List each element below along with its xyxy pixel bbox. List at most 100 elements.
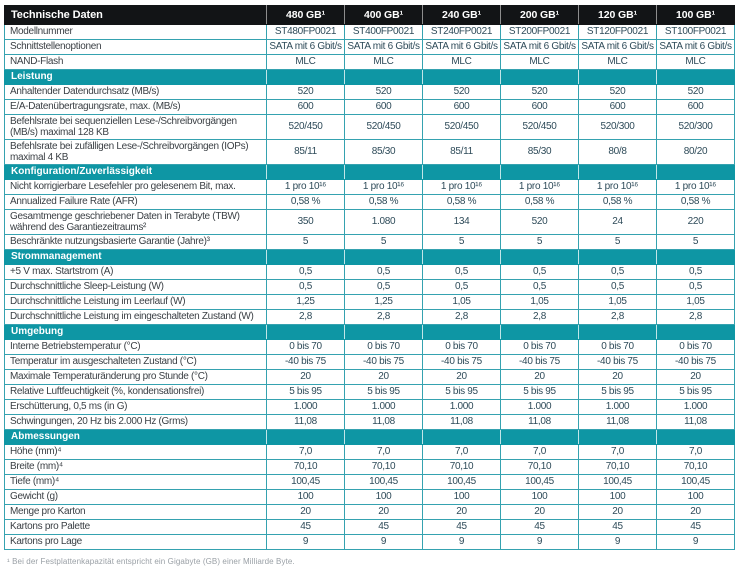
cell-value: 9 bbox=[656, 534, 735, 550]
cell-value: 100,45 bbox=[344, 474, 423, 490]
cell-value: 520 bbox=[266, 84, 345, 100]
cell-value: 20 bbox=[578, 504, 657, 520]
row-label: Nicht korrigierbare Lesefehler pro geles… bbox=[4, 179, 267, 195]
cell-value: 20 bbox=[578, 369, 657, 385]
row-label: Höhe (mm)⁴ bbox=[4, 444, 267, 460]
cell-value: 45 bbox=[266, 519, 345, 535]
cell-value: 20 bbox=[344, 369, 423, 385]
section-row: Leistung bbox=[4, 69, 735, 85]
cell-value: MLC bbox=[500, 54, 579, 70]
footnote-1: ¹ Bei der Festplattenkapazität entsprich… bbox=[7, 557, 295, 566]
cell-value: 70,10 bbox=[422, 459, 501, 475]
section-cell bbox=[422, 164, 501, 180]
cell-value: 100 bbox=[422, 489, 501, 505]
cell-value: 0,5 bbox=[578, 279, 657, 295]
cell-value: 0 bis 70 bbox=[500, 339, 579, 355]
table-title: Technische Daten bbox=[4, 5, 267, 25]
section-cell bbox=[500, 249, 579, 265]
cell-value: 85/30 bbox=[344, 139, 423, 165]
cell-value: 20 bbox=[344, 504, 423, 520]
cell-value: 0 bis 70 bbox=[578, 339, 657, 355]
cell-value: 7,0 bbox=[422, 444, 501, 460]
table-row: Schwingungen, 20 Hz bis 2.000 Hz (Grms) 1… bbox=[4, 414, 735, 430]
cell-value: 520/450 bbox=[422, 114, 501, 140]
table-row: Breite (mm)⁴ 70,10 70,10 70,10 70,10 70,10 70,… bbox=[4, 459, 735, 475]
row-label: Befehlsrate bei zufälligen Lese-/Schreib… bbox=[4, 139, 267, 165]
cell-value: 85/30 bbox=[500, 139, 579, 165]
cell-value: 20 bbox=[422, 504, 501, 520]
section-row: Strommanagement bbox=[4, 249, 735, 265]
cell-value: SATA mit 6 Gbit/s bbox=[344, 39, 423, 55]
cell-value: 1,05 bbox=[422, 294, 501, 310]
cell-value: 5 bis 95 bbox=[500, 384, 579, 400]
section-label: Konfiguration/Zuverlässigkeit bbox=[4, 164, 267, 180]
row-label: Schnittstellenoptionen bbox=[4, 39, 267, 55]
cell-value: 1 pro 10¹⁶ bbox=[656, 179, 735, 195]
table-row: Kartons pro Palette 45 45 45 45 45 45 bbox=[4, 519, 735, 535]
section-cell bbox=[500, 164, 579, 180]
section-cell bbox=[500, 324, 579, 340]
cell-value: MLC bbox=[344, 54, 423, 70]
cell-value: 1.000 bbox=[422, 399, 501, 415]
cell-value: 45 bbox=[500, 519, 579, 535]
cell-value: 100,45 bbox=[500, 474, 579, 490]
cell-value: 45 bbox=[578, 519, 657, 535]
row-label: Modellnummer bbox=[4, 24, 267, 40]
cell-value: 1,05 bbox=[500, 294, 579, 310]
cell-value: 0,5 bbox=[500, 279, 579, 295]
section-cell bbox=[344, 429, 423, 445]
table-row: Menge pro Karton 20 20 20 20 20 20 bbox=[4, 504, 735, 520]
cell-value: 5 bbox=[656, 234, 735, 250]
cell-value: 1.000 bbox=[656, 399, 735, 415]
section-cell bbox=[656, 249, 735, 265]
section-cell bbox=[422, 249, 501, 265]
cell-value: 100 bbox=[266, 489, 345, 505]
cell-value: 0,58 % bbox=[344, 194, 423, 210]
cell-value: 7,0 bbox=[656, 444, 735, 460]
cell-value: 600 bbox=[500, 99, 579, 115]
cell-value: 0,58 % bbox=[422, 194, 501, 210]
row-label: Beschränkte nutzungsbasierte Garantie (J… bbox=[4, 234, 267, 250]
cell-value: 0,5 bbox=[422, 264, 501, 280]
section-row: Abmessungen bbox=[4, 429, 735, 445]
column-header-400gb: 400 GB¹ bbox=[344, 5, 423, 25]
cell-value: 9 bbox=[422, 534, 501, 550]
table-body: Modellnummer ST480FP0021 ST400FP0021 ST240F… bbox=[4, 24, 735, 550]
cell-value: 520 bbox=[344, 84, 423, 100]
cell-value: 70,10 bbox=[656, 459, 735, 475]
cell-value: 5 bis 95 bbox=[656, 384, 735, 400]
row-label: Kartons pro Palette bbox=[4, 519, 267, 535]
table-row: Gesamtmenge geschriebener Daten in Terab… bbox=[4, 209, 735, 235]
cell-value: 70,10 bbox=[266, 459, 345, 475]
cell-value: SATA mit 6 Gbit/s bbox=[656, 39, 735, 55]
cell-value: 45 bbox=[422, 519, 501, 535]
cell-value: 520/450 bbox=[266, 114, 345, 140]
cell-value: 0 bis 70 bbox=[266, 339, 345, 355]
cell-value: 0 bis 70 bbox=[344, 339, 423, 355]
cell-value: 0,5 bbox=[422, 279, 501, 295]
table-row: Befehlsrate bei zufälligen Lese-/Schreib… bbox=[4, 139, 735, 165]
cell-value: 220 bbox=[656, 209, 735, 235]
cell-value: ST400FP0021 bbox=[344, 24, 423, 40]
cell-value: 1.000 bbox=[500, 399, 579, 415]
cell-value: 520 bbox=[500, 209, 579, 235]
table-row: Nicht korrigierbare Lesefehler pro geles… bbox=[4, 179, 735, 195]
row-label: E/A-Datenübertragungsrate, max. (MB/s) bbox=[4, 99, 267, 115]
cell-value: SATA mit 6 Gbit/s bbox=[500, 39, 579, 55]
section-cell bbox=[578, 429, 657, 445]
cell-value: 0,5 bbox=[266, 279, 345, 295]
cell-value: 600 bbox=[266, 99, 345, 115]
table-row: Schnittstellenoptionen SATA mit 6 Gbit/s S… bbox=[4, 39, 735, 55]
cell-value: -40 bis 75 bbox=[266, 354, 345, 370]
cell-value: 20 bbox=[500, 504, 579, 520]
table-row: Maximale Temperaturänderung pro Stunde (… bbox=[4, 369, 735, 385]
cell-value: 9 bbox=[344, 534, 423, 550]
cell-value: 1 pro 10¹⁶ bbox=[500, 179, 579, 195]
table-row: Modellnummer ST480FP0021 ST400FP0021 ST240F… bbox=[4, 24, 735, 40]
cell-value: 20 bbox=[656, 504, 735, 520]
table-row: Anhaltender Datendurchsatz (MB/s) 520 520 5… bbox=[4, 84, 735, 100]
cell-value: 7,0 bbox=[266, 444, 345, 460]
cell-value: 1,05 bbox=[656, 294, 735, 310]
section-row: Umgebung bbox=[4, 324, 735, 340]
cell-value: 600 bbox=[422, 99, 501, 115]
